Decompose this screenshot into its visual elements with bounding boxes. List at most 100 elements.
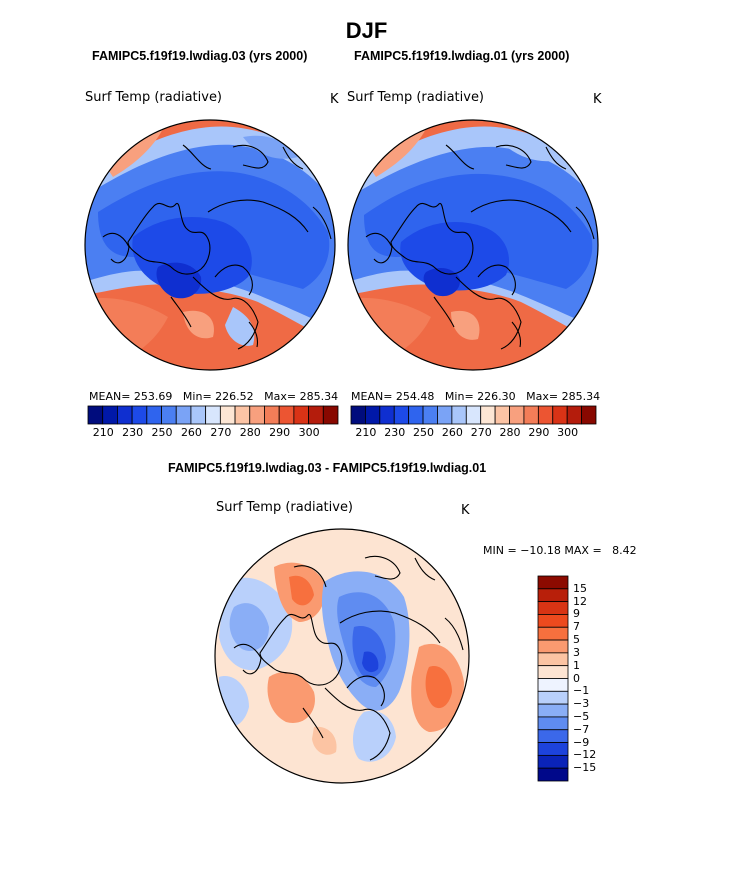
panel2-colorbar-tick-label: 270 <box>470 426 492 439</box>
panel2-colorbar-box <box>552 405 568 425</box>
panel3-colorbar-tick-label: −9 <box>573 735 590 749</box>
panel1-units-label: K <box>330 92 339 107</box>
panel2-colorbar-box <box>509 405 525 425</box>
panel2-colorbar-tick-label: 230 <box>384 426 406 439</box>
panel1-coastlines <box>102 144 332 350</box>
panel3-colorbar-box <box>537 575 569 590</box>
panel2-colorbar-box <box>365 405 381 425</box>
panel3-colorbar-tick-label: 7 <box>573 620 580 634</box>
panel2-colorbar-box <box>393 405 410 425</box>
panel3-colorbar-box <box>537 754 569 769</box>
panel2-colorbar-box <box>537 405 554 425</box>
panel2-colorbar-box <box>437 405 453 425</box>
panel1-max-value: 285.34 <box>299 390 339 403</box>
panel3-colorbar-box <box>537 601 569 615</box>
panel1-min-label: Min= <box>182 390 212 403</box>
panel3-colorbar-tick-label: −15 <box>573 761 597 775</box>
panel1-colorbar-box <box>146 405 162 425</box>
panel1-polar-map <box>84 119 336 371</box>
panel1-colorbar-box <box>87 405 104 425</box>
panel3-polar-map <box>214 528 470 784</box>
panel3-colorbar-box <box>537 665 569 679</box>
panel3-colorbar-tick-label: −7 <box>573 722 590 736</box>
panel1-colorbar-box <box>219 405 236 425</box>
panel3-colorbar-tick-label: −1 <box>573 684 590 698</box>
panel1-colorbar-box <box>249 405 265 425</box>
panel1-colorbar-tick-label: 270 <box>210 426 232 439</box>
panel2-colorbar-box <box>581 405 597 425</box>
panel1-colorbar-box <box>293 405 309 425</box>
panel2-colorbar-box <box>451 405 467 425</box>
panel3-colorbar-box <box>537 690 569 705</box>
panel3-colorbar-box <box>537 626 569 641</box>
panel2-colorbar-box <box>379 405 395 425</box>
panel2-coastlines <box>365 144 595 350</box>
panel3-colorbar-box <box>537 614 569 628</box>
panel2-colorbar-box <box>350 405 366 425</box>
panel2-colorbar-box <box>523 405 539 425</box>
panel1-stats: MEAN= 253.69 Min= 226.52 Max= 285.34 <box>89 390 338 403</box>
panel3-colorbar-tick-label: −5 <box>573 709 590 723</box>
panel1-case-label: FAMIPC5.f19f19.lwdiag.03 (yrs 2000) <box>92 49 308 63</box>
panel1-map-border <box>84 119 336 371</box>
panel2-colorbar-box <box>566 405 582 425</box>
panel2-case-label: FAMIPC5.f19f19.lwdiag.01 (yrs 2000) <box>354 49 570 63</box>
panel2-mean-value: 254.48 <box>395 390 435 403</box>
page-title: DJF <box>345 18 388 43</box>
panel1-mean-value: 253.69 <box>133 390 173 403</box>
panel2-units-label: K <box>593 92 602 107</box>
panel1-temperature-field <box>85 120 335 370</box>
panel1-colorbar-box <box>117 405 133 425</box>
panel3-colorbar-box <box>537 588 569 603</box>
panel3-colorbar-tick-label: 12 <box>573 594 587 608</box>
panel2-colorbar-tick-label: 290 <box>528 426 550 439</box>
panel2-colorbar-box <box>408 405 424 425</box>
panel1-colorbar-box <box>175 405 192 425</box>
panel3-colorbar-tick-label: 3 <box>573 645 580 659</box>
panel3-colorbar-tick-label: 9 <box>573 607 580 621</box>
panel3-colorbar-box <box>537 729 569 743</box>
panel2-min-value: 226.30 <box>477 390 516 403</box>
panel3-colorbar-box <box>537 652 569 667</box>
panel1-colorbar-tick-label: 290 <box>269 426 291 439</box>
panel1-colorbar <box>87 405 339 425</box>
panel3-max-value: 8.42 <box>612 544 637 557</box>
panel2-colorbar-tick-label: 250 <box>413 426 435 439</box>
panel1-colorbar-tick-label: 210 <box>92 426 114 439</box>
panel2-colorbar-tick-label: 300 <box>557 426 579 439</box>
panel2-colorbar-tick-label: 210 <box>355 426 377 439</box>
panel1-mean-label: MEAN= <box>89 390 131 403</box>
panel1-max-label: Max= <box>264 390 297 403</box>
panel2-variable-label: Surf Temp (radiative) <box>347 90 485 105</box>
panel2-colorbar <box>350 405 597 425</box>
panel2-colorbar-box <box>422 405 438 425</box>
panel2-colorbar-ticks: 210 230 250 260 270 280 290 300 <box>351 424 596 440</box>
panel3-case-label: FAMIPC5.f19f19.lwdiag.03 - FAMIPC5.f19f1… <box>168 461 487 475</box>
panel2-max-label: Max= <box>526 390 559 403</box>
panel2-colorbar-tick-label: 260 <box>441 426 463 439</box>
panel3-colorbar-box <box>537 767 569 782</box>
panel1-colorbar-box <box>102 405 118 425</box>
panel3-colorbar-box <box>537 716 569 731</box>
panel2-colorbar-box <box>480 405 496 425</box>
panel1-colorbar-tick-label: 260 <box>180 426 202 439</box>
panel1-colorbar-tick-label: 280 <box>239 426 261 439</box>
panel3-colorbar-tick-label: 5 <box>573 633 580 647</box>
panel2-stats: MEAN= 254.48 Min= 226.30 Max= 285.34 <box>351 390 600 403</box>
panel1-colorbar-box <box>205 405 221 425</box>
panel2-map-border <box>347 119 599 371</box>
panel3-units-label: K <box>461 503 470 518</box>
panel3-colorbar-ticks: 15 12 9 7 5 3 1 0 −1 −3 −5 −7 −9 −12 −15 <box>573 576 613 781</box>
panel1-colorbar-box <box>131 405 148 425</box>
panel1-colorbar-box <box>308 405 324 425</box>
panel2-min-label: Min= <box>444 390 474 403</box>
panel3-colorbar-box <box>537 742 569 756</box>
panel3-colorbar-tick-label: 0 <box>573 671 580 685</box>
panel3-max-label: MAX = <box>564 544 602 557</box>
panel2-colorbar-box <box>465 405 482 425</box>
panel2-max-value: 285.34 <box>561 390 601 403</box>
panel2-polar-map <box>347 119 599 371</box>
panel1-variable-label: Surf Temp (radiative) <box>85 90 223 105</box>
panel3-colorbar-box <box>537 703 569 718</box>
panel3-colorbar-box <box>537 678 569 692</box>
